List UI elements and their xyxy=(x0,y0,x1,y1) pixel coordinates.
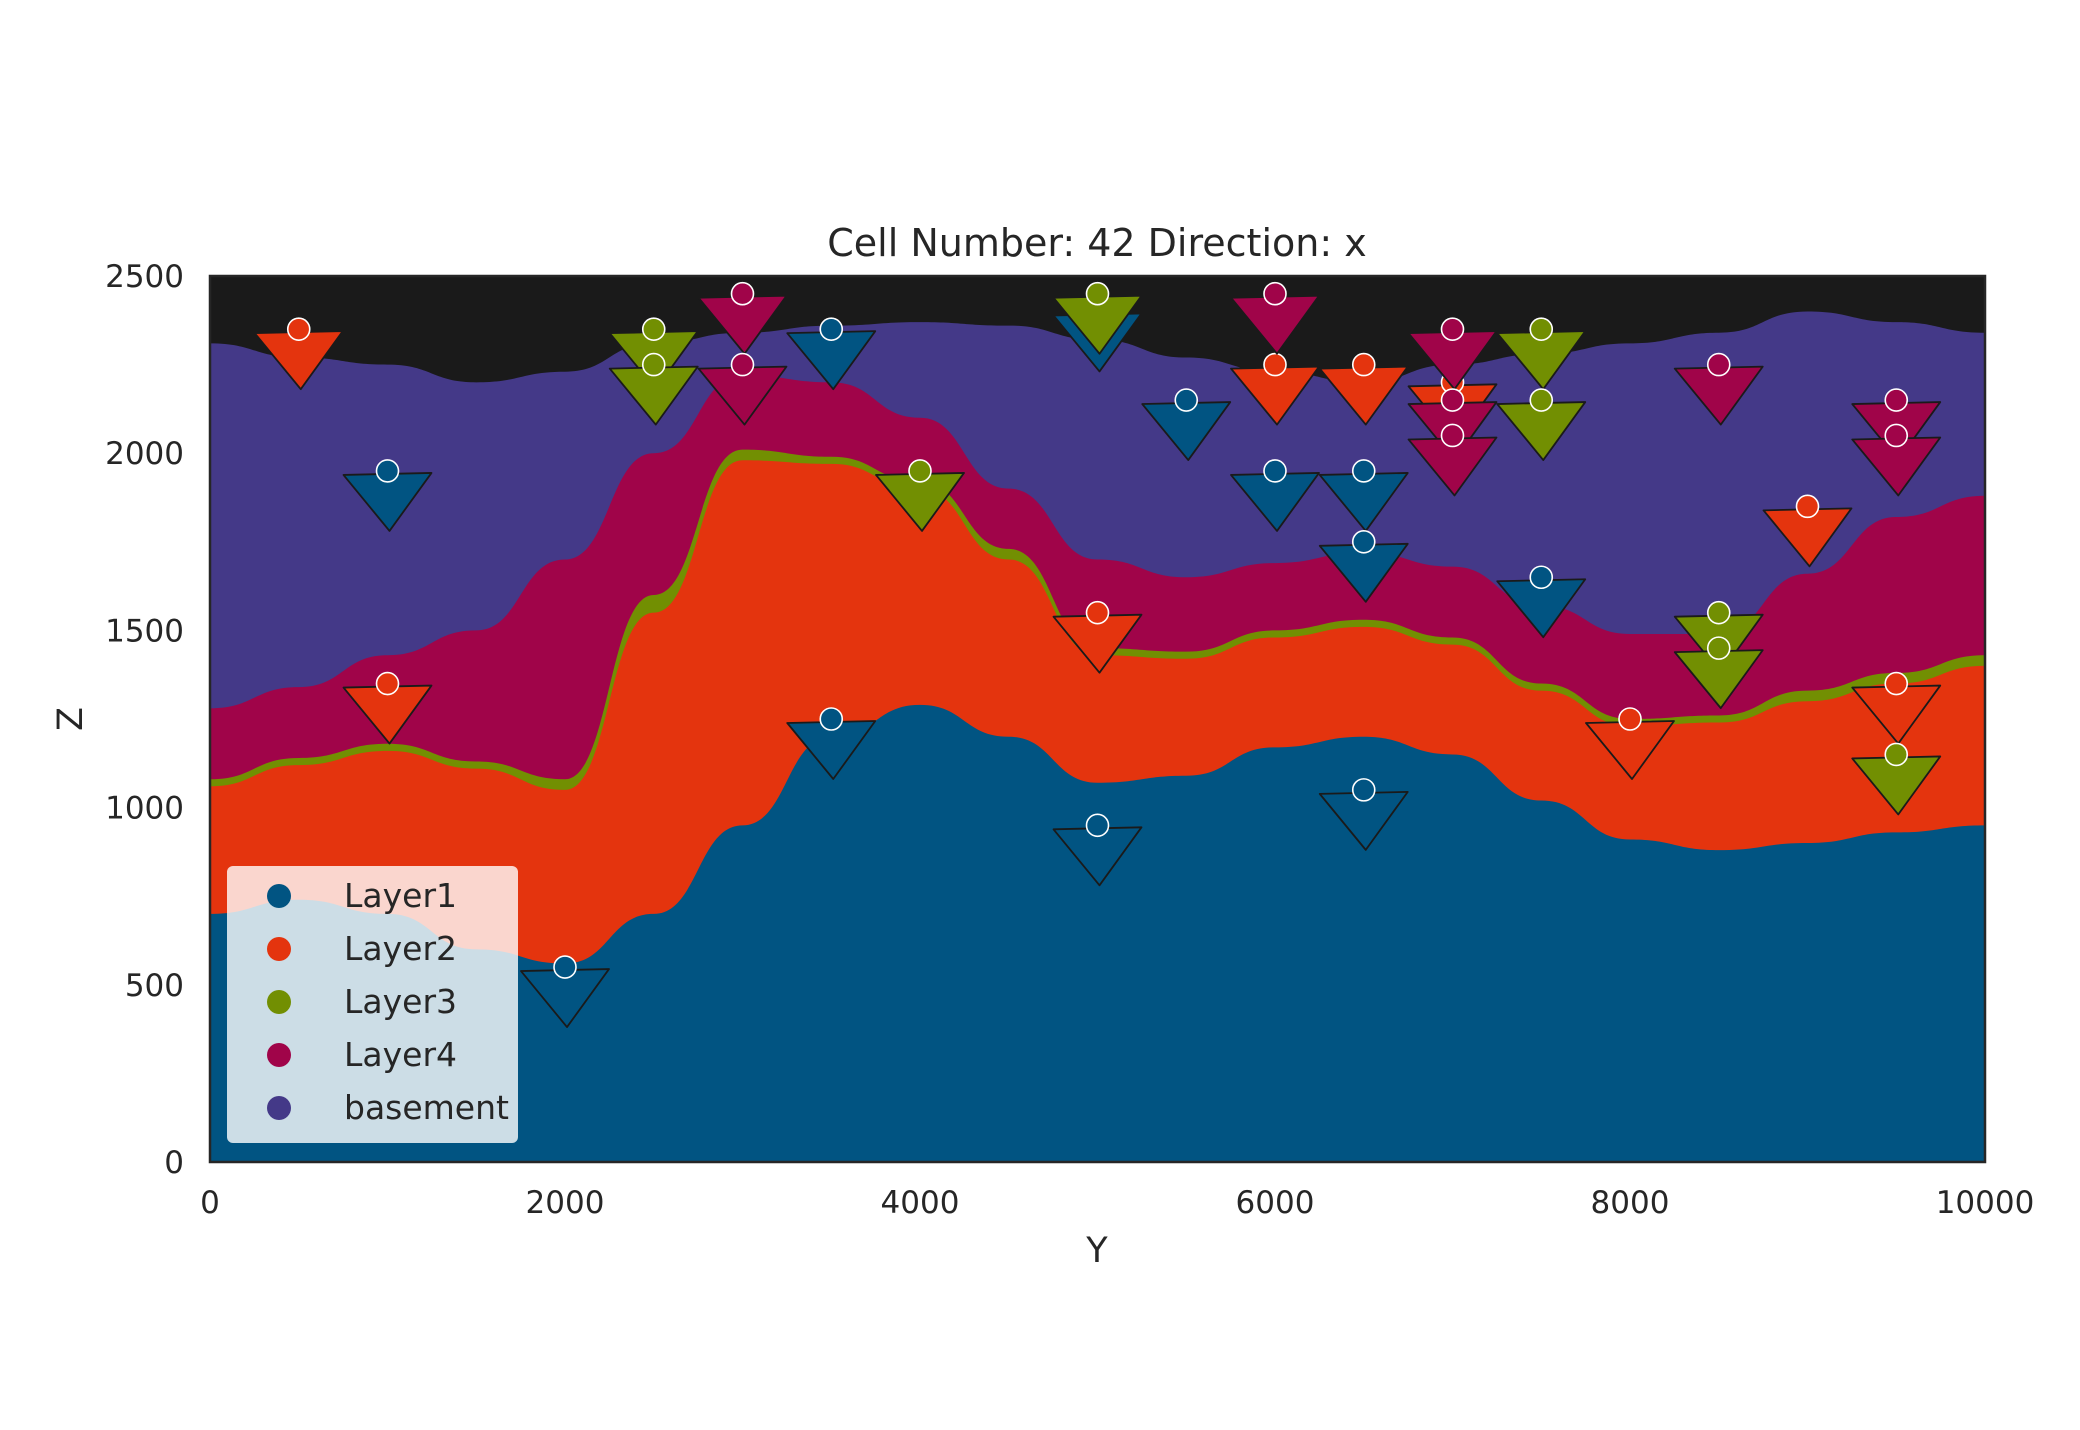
x-axis-ticks: 0 2000 4000 6000 8000 10000 xyxy=(200,1185,2034,1221)
orientation-point-layer4 xyxy=(1673,352,1764,426)
orientation-point-layer4 xyxy=(697,352,788,426)
orientation-point-layer2 xyxy=(1762,494,1853,568)
y-axis-ticks: 0 500 1000 1500 2000 2500 xyxy=(105,259,184,1181)
orientation-point-layer1 xyxy=(1318,778,1409,851)
orientation-point-layer4 xyxy=(697,281,788,355)
orientation-point-layer2 xyxy=(1585,707,1675,780)
legend-marker xyxy=(267,884,291,908)
y-tick-label: 0 xyxy=(164,1145,184,1181)
orientation-point-layer4 xyxy=(1407,317,1498,391)
orientation-point-layer3 xyxy=(1052,281,1143,355)
orientation-point-layer2 xyxy=(1318,352,1409,426)
legend-label: basement xyxy=(344,1088,509,1127)
orientation-point-layer4 xyxy=(1407,423,1498,497)
plot-frame xyxy=(208,274,1987,1164)
orientation-point-layer3 xyxy=(1496,388,1587,461)
legend: Layer1 Layer2 Layer3 Layer4 basement xyxy=(227,866,518,1143)
legend-item-basement: basement xyxy=(267,1088,509,1127)
legend-label: Layer2 xyxy=(344,929,457,968)
x-tick-label: 6000 xyxy=(1236,1185,1315,1221)
x-tick-label: 4000 xyxy=(881,1185,960,1221)
y-tick-label: 1500 xyxy=(105,613,184,649)
orientation-point-layer2 xyxy=(342,671,433,745)
orientation-point-layer3 xyxy=(875,459,965,532)
orientation-point-layer2 xyxy=(1851,671,1942,745)
legend-item-layer2: Layer2 xyxy=(267,929,457,968)
y-axis-label: Z xyxy=(51,707,91,731)
orientation-point-layer3 xyxy=(1496,317,1587,391)
orientation-point-layer1 xyxy=(1318,529,1409,603)
orientation-point-layer2 xyxy=(253,317,344,391)
orientation-point-layer2 xyxy=(1052,600,1143,674)
y-tick-label: 2000 xyxy=(105,436,184,472)
orientation-points xyxy=(253,281,1942,1028)
y-tick-label: 1000 xyxy=(105,791,184,827)
legend-marker xyxy=(267,1096,291,1120)
orientation-point-layer1 xyxy=(1318,459,1409,532)
orientation-point-layer2 xyxy=(1230,352,1320,426)
layer-regions xyxy=(210,311,1985,1162)
legend-marker xyxy=(267,937,291,961)
y-tick-label: 2500 xyxy=(105,259,184,295)
legend-marker xyxy=(267,990,291,1014)
legend-label: Layer1 xyxy=(344,876,457,915)
orientation-point-layer1 xyxy=(786,317,877,391)
orientation-point-layer1 xyxy=(1496,565,1587,639)
x-axis-label: Y xyxy=(1085,1231,1108,1271)
legend-box xyxy=(227,866,518,1143)
orientation-point-layer1 xyxy=(1052,813,1143,887)
x-tick-label: 8000 xyxy=(1591,1185,1670,1221)
x-tick-label: 2000 xyxy=(526,1185,605,1221)
orientation-point-layer1 xyxy=(342,459,433,532)
legend-item-layer4: Layer4 xyxy=(267,1035,457,1074)
orientation-point-layer1 xyxy=(1230,459,1320,532)
orientation-point-layer4 xyxy=(1230,281,1320,355)
legend-item-layer3: Layer3 xyxy=(267,982,457,1021)
orientation-point-layer1 xyxy=(520,955,610,1028)
x-tick-label: 0 xyxy=(200,1185,220,1221)
orientation-point-layer1 xyxy=(1141,388,1232,461)
orientation-point-layer3 xyxy=(608,352,699,426)
plot-area xyxy=(210,276,1985,1162)
legend-label: Layer3 xyxy=(344,982,457,1021)
chart-title: Cell Number: 42 Direction: x xyxy=(827,221,1366,265)
orientation-point-layer3 xyxy=(1673,636,1764,710)
legend-marker xyxy=(267,1043,291,1067)
orientation-point-layer3 xyxy=(1851,742,1942,816)
legend-item-layer1: Layer1 xyxy=(267,876,457,915)
x-tick-label: 10000 xyxy=(1936,1185,2035,1221)
legend-label: Layer4 xyxy=(344,1035,457,1074)
orientation-point-layer4 xyxy=(1851,423,1942,497)
y-tick-label: 500 xyxy=(125,968,184,1004)
orientation-point-layer1 xyxy=(786,707,877,780)
layer-region-layer1 xyxy=(210,704,1985,1162)
